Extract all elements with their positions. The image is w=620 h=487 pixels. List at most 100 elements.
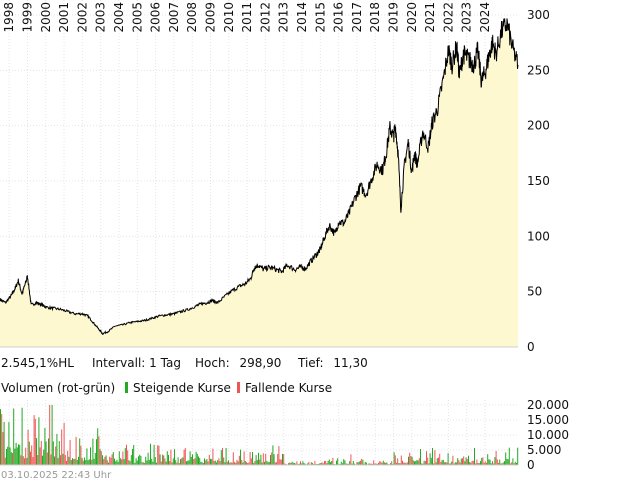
volume-bar <box>427 457 429 465</box>
volume-bar <box>462 458 463 465</box>
volume-bar <box>260 454 262 465</box>
volume-bar <box>157 445 159 465</box>
volume-bar <box>511 462 513 465</box>
volume-bar <box>444 462 445 465</box>
volume-bar <box>26 458 28 465</box>
volume-bar <box>49 405 51 465</box>
volume-bar <box>129 461 131 465</box>
volume-bar <box>328 459 330 465</box>
volume-bar <box>61 429 63 465</box>
x-tick-label: 2009 <box>203 2 217 33</box>
volume-bar <box>464 461 466 465</box>
volume-bar <box>135 458 137 465</box>
volume-bar <box>405 463 407 465</box>
volume-bar <box>94 453 96 465</box>
volume-bar <box>330 462 331 465</box>
volume-bar <box>159 454 161 465</box>
volume-bar <box>356 462 358 465</box>
legend-falling: Fallende Kurse <box>237 381 332 395</box>
volume-bar <box>361 458 363 465</box>
volume-bar <box>237 461 239 465</box>
volume-bar <box>110 457 112 465</box>
volume-bar <box>457 458 459 465</box>
volume-bar <box>337 458 339 465</box>
volume-bar <box>451 461 453 465</box>
volume-bar <box>350 454 352 465</box>
volume-bar <box>172 458 174 465</box>
volume-bar <box>133 445 135 465</box>
volume-bar <box>146 460 148 465</box>
volume-bar <box>302 461 304 465</box>
volume-bar <box>81 458 83 465</box>
volume-bar <box>31 445 33 465</box>
volume-bar <box>121 459 123 465</box>
volume-bar <box>52 441 54 465</box>
volume-bar <box>282 453 283 465</box>
volume-bar <box>201 462 203 465</box>
volume-bar <box>138 456 139 465</box>
volume-bar <box>465 457 467 465</box>
volume-bar <box>482 457 484 465</box>
volume-bar <box>45 441 47 465</box>
volume-bar <box>456 462 457 465</box>
volume-bar <box>195 451 197 465</box>
volume-bar <box>458 460 460 465</box>
volume-bar <box>492 461 493 465</box>
volume-bar <box>430 457 432 465</box>
volume-bar <box>205 460 207 465</box>
volume-bar <box>186 461 187 465</box>
volume-bar <box>460 458 462 465</box>
volume-bar <box>346 463 348 465</box>
y-tick-label: 150 <box>527 174 550 188</box>
volume-bar <box>246 462 247 465</box>
y-tick-label: 100 <box>527 229 550 243</box>
volume-bar <box>219 461 221 465</box>
volume-bar <box>145 456 147 465</box>
volume-bar <box>102 455 103 465</box>
volume-bar <box>289 462 291 465</box>
price-line <box>0 18 519 335</box>
volume-bar <box>217 460 219 465</box>
volume-bar <box>182 457 184 465</box>
volume-bar <box>55 446 57 465</box>
volume-bar <box>475 463 477 465</box>
volume-bar <box>278 446 280 465</box>
volume-bar <box>505 452 507 465</box>
volume-bar <box>21 407 23 465</box>
volume-bar <box>513 463 515 465</box>
volume-bar <box>321 462 323 465</box>
x-tick-label: 2017 <box>350 2 364 33</box>
volume-bar <box>160 461 162 465</box>
volume-bar <box>446 462 448 465</box>
x-tick-label: 2016 <box>332 2 346 33</box>
volume-bar <box>426 451 427 465</box>
volume-bar <box>345 463 347 465</box>
volume-bar <box>169 461 171 465</box>
volume-bar <box>279 459 281 465</box>
volume-bar <box>109 456 111 465</box>
y-tick-label: 200 <box>527 119 550 133</box>
volume-bar <box>178 463 180 465</box>
volume-bar <box>66 460 67 465</box>
volume-bar <box>130 455 132 465</box>
volume-bar <box>166 451 168 465</box>
volume-bar <box>434 450 436 465</box>
volume-bar <box>96 439 97 465</box>
volume-bar <box>320 463 322 465</box>
volume-bar <box>106 460 108 465</box>
volume-bar <box>51 405 53 465</box>
volume-bar <box>298 463 300 465</box>
volume-bar <box>376 463 378 465</box>
high-info: Hoch: 298,90 <box>195 356 281 370</box>
volume-bar <box>213 461 215 465</box>
volume-bar <box>36 438 37 465</box>
volume-bar <box>265 453 267 465</box>
volume-bar <box>428 463 430 465</box>
volume-bar <box>490 463 492 465</box>
volume-bar <box>241 459 243 465</box>
volume-bar <box>354 463 355 465</box>
volume-bar <box>181 458 183 465</box>
volume-bar <box>43 449 45 465</box>
volume-bar <box>127 450 129 465</box>
volume-bar <box>39 447 41 465</box>
